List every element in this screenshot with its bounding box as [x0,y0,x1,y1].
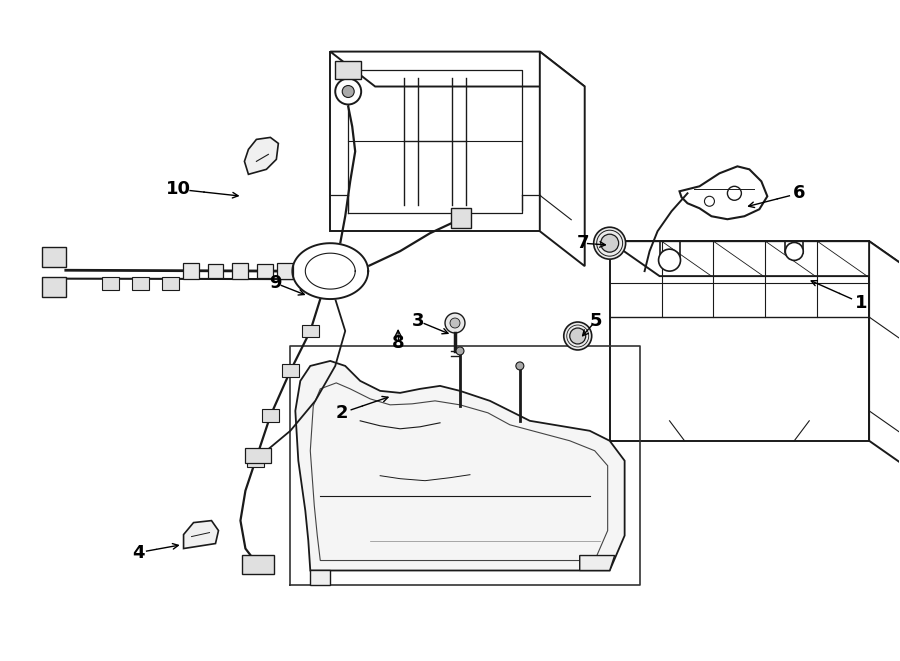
Circle shape [445,313,465,333]
Text: 6: 6 [793,184,806,202]
Polygon shape [869,241,900,476]
Circle shape [786,243,804,260]
FancyBboxPatch shape [242,555,274,574]
FancyBboxPatch shape [42,277,66,297]
FancyBboxPatch shape [302,325,319,338]
FancyBboxPatch shape [247,454,264,467]
Circle shape [450,318,460,328]
Polygon shape [245,137,278,175]
FancyBboxPatch shape [162,276,179,290]
Polygon shape [184,521,219,549]
FancyBboxPatch shape [232,263,248,279]
Circle shape [659,249,680,271]
Polygon shape [330,52,540,231]
Polygon shape [295,361,625,570]
Circle shape [570,328,586,344]
Text: 7: 7 [577,234,589,253]
Polygon shape [540,52,585,266]
Circle shape [516,362,524,370]
FancyBboxPatch shape [257,264,274,278]
FancyBboxPatch shape [183,263,199,279]
Text: 8: 8 [392,334,404,352]
FancyBboxPatch shape [282,364,299,377]
FancyBboxPatch shape [451,208,471,228]
FancyBboxPatch shape [103,276,119,290]
Text: 9: 9 [269,274,282,292]
FancyBboxPatch shape [335,61,361,79]
Circle shape [335,79,361,104]
Polygon shape [330,52,585,87]
Circle shape [594,227,625,259]
FancyBboxPatch shape [277,263,293,279]
Text: 4: 4 [132,543,145,562]
FancyBboxPatch shape [208,264,223,278]
Polygon shape [292,243,368,299]
Text: 10: 10 [166,180,191,198]
Polygon shape [580,555,615,570]
Polygon shape [609,241,869,441]
Text: 1: 1 [855,294,868,312]
FancyBboxPatch shape [245,448,271,463]
Circle shape [600,234,618,252]
Text: 5: 5 [590,312,602,330]
Text: 3: 3 [412,312,424,330]
Circle shape [342,85,355,97]
FancyBboxPatch shape [42,247,66,267]
Polygon shape [310,570,330,586]
Polygon shape [609,241,900,276]
Text: 2: 2 [336,404,348,422]
FancyBboxPatch shape [262,409,279,422]
FancyBboxPatch shape [132,276,149,290]
Circle shape [563,322,591,350]
Circle shape [456,347,464,355]
